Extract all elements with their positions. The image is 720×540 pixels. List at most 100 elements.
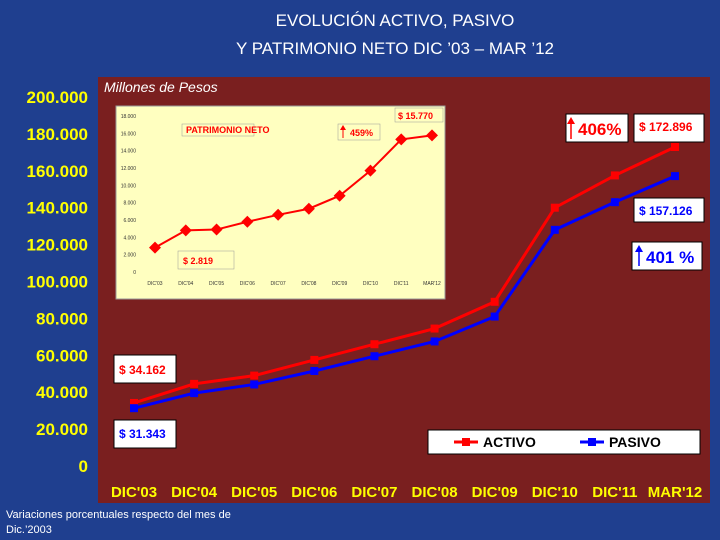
inset-x-tick-label: DIC'07 xyxy=(271,281,286,287)
y-axis-ticks: 0 20.000 40.000 60.000 80.000 100.000 120.000 1… xyxy=(27,88,88,476)
point-pasivo xyxy=(490,312,499,321)
x-tick-label: DIC'10 xyxy=(532,484,578,501)
inset-point xyxy=(149,241,161,254)
x-tick-label: DIC'08 xyxy=(412,484,458,501)
point-pasivo xyxy=(310,366,319,375)
point-activo xyxy=(490,297,499,306)
y-tick-label: 80.000 xyxy=(36,309,88,328)
inset-end-label-box xyxy=(394,107,444,123)
inset-x-tick-label: DIC'03 xyxy=(147,281,162,287)
inset-y-tick-label: 18.000 xyxy=(121,114,137,120)
unit-label: Millones de Pesos xyxy=(104,79,218,95)
point-pasivo xyxy=(130,404,138,413)
y-tick-label: 100.000 xyxy=(27,273,88,292)
x-tick-label: MAR'12 xyxy=(648,484,702,501)
x-axis-ticks: DIC'03 DIC'04 DIC'05 DIC'06 DIC'07 DIC'08 DIC'… xyxy=(111,484,702,501)
pasivo-growth-box xyxy=(631,241,703,271)
activo-end-label: $ 172.896 xyxy=(639,120,693,134)
inset-y-tick-label: 12.000 xyxy=(121,166,137,172)
inset-x-tick-label: DIC'04 xyxy=(178,281,193,287)
point-pasivo xyxy=(370,352,379,361)
y-tick-label: 0 xyxy=(79,457,88,476)
y-tick-label: 120.000 xyxy=(27,236,88,255)
inset-y-tick-label: 10.000 xyxy=(121,183,137,189)
inset-x-tick-label: DIC'11 xyxy=(394,281,409,287)
point-pasivo xyxy=(610,198,619,207)
inset-growth-arrow-icon xyxy=(340,125,346,138)
inset-point xyxy=(333,189,346,202)
inset-legend-box xyxy=(181,123,255,137)
activo-growth-arrow-icon xyxy=(567,117,575,139)
activo-start-box xyxy=(113,354,177,384)
inset-y-tick-label: 4.000 xyxy=(123,235,136,241)
slide-title-line1: EVOLUCIÓN ACTIVO, PASIVO xyxy=(276,11,515,30)
inset-x-tick-label: DIC'06 xyxy=(240,281,255,287)
inset-end-label: $ 15.770 xyxy=(398,111,433,121)
main-series xyxy=(130,143,679,413)
inset-series-line xyxy=(154,134,433,249)
footnote-line2: Dic.’2003 xyxy=(6,524,52,536)
inset-point xyxy=(241,215,254,228)
y-tick-label: 20.000 xyxy=(36,420,88,439)
x-tick-label: DIC'07 xyxy=(351,484,397,501)
inset-growth-box xyxy=(337,123,381,141)
inset-start-label: $ 2.819 xyxy=(183,256,213,266)
y-tick-label: 60.000 xyxy=(36,346,88,365)
pasivo-growth-label: 401 % xyxy=(646,248,694,267)
inset-frame xyxy=(115,105,446,300)
slide-title-line2: Y PATRIMONIO NETO DIC ’03 – MAR ’12 xyxy=(236,39,554,58)
point-pasivo xyxy=(190,389,199,398)
pasivo-end-label: $ 157.126 xyxy=(639,204,693,218)
legend-pasivo-label: PASIVO xyxy=(609,434,661,450)
x-tick-label: DIC'03 xyxy=(111,484,157,501)
point-activo xyxy=(250,371,259,380)
inset-y-tick-label: 6.000 xyxy=(123,218,136,224)
inset-y-ticks: 0 2.000 4.000 6.000 8.000 10.000 12.000 14.000 1… xyxy=(121,114,137,276)
inset-point xyxy=(426,129,438,142)
legend-activo-label: ACTIVO xyxy=(483,434,536,450)
y-tick-label: 140.000 xyxy=(27,199,88,218)
y-tick-label: 160.000 xyxy=(27,162,88,181)
point-activo xyxy=(671,143,679,152)
point-activo xyxy=(190,379,199,388)
footnote-line1: Variaciones porcentuales respecto del me… xyxy=(6,509,231,521)
activo-growth-label: 406% xyxy=(578,120,621,139)
activo-start-label: $ 34.162 xyxy=(119,363,166,377)
point-activo xyxy=(610,171,619,180)
inset-y-tick-label: 16.000 xyxy=(121,131,137,137)
inset-legend-label: PATRIMONIO NETO xyxy=(186,125,270,135)
inset-point xyxy=(395,133,408,146)
point-pasivo xyxy=(250,380,259,389)
y-tick-label: 180.000 xyxy=(27,125,88,144)
pasivo-start-label: $ 31.343 xyxy=(119,427,166,441)
y-tick-label: 200.000 xyxy=(27,88,88,107)
x-tick-label: DIC'05 xyxy=(231,484,277,501)
point-activo xyxy=(550,203,559,212)
inset-growth-label: 459% xyxy=(350,128,373,138)
x-tick-label: DIC'09 xyxy=(472,484,518,501)
point-activo xyxy=(370,340,379,349)
point-activo xyxy=(430,324,439,333)
inset-point xyxy=(210,223,223,236)
point-activo xyxy=(130,398,138,407)
inset-y-tick-label: 2.000 xyxy=(123,253,136,259)
inset-point xyxy=(364,164,377,177)
inset-y-tick-label: 8.000 xyxy=(123,201,136,207)
point-pasivo xyxy=(671,172,679,181)
inset-point xyxy=(272,208,285,221)
inset-x-tick-label: MAR'12 xyxy=(423,281,441,287)
x-tick-label: DIC'11 xyxy=(592,484,637,501)
series-line-activo xyxy=(133,145,676,405)
inset-x-ticks: DIC'03 DIC'04 DIC'05 DIC'06 DIC'07 DIC'08 DIC'… xyxy=(147,281,441,287)
inset-x-tick-label: DIC'10 xyxy=(363,281,378,287)
inset-x-tick-label: DIC'08 xyxy=(301,281,316,287)
inset-point xyxy=(302,202,315,215)
point-pasivo xyxy=(550,225,559,234)
inset-point xyxy=(179,224,192,237)
pasivo-end-box xyxy=(633,197,705,223)
y-tick-label: 40.000 xyxy=(36,383,88,402)
legend-pasivo-marker xyxy=(588,438,596,446)
x-tick-label: DIC'04 xyxy=(171,484,218,501)
